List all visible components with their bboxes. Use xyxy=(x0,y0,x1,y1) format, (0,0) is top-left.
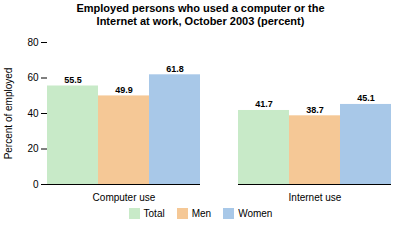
svg-text:38.7: 38.7 xyxy=(306,105,324,115)
svg-text:Internet use: Internet use xyxy=(289,192,342,203)
html-text:Women: Women xyxy=(238,208,273,220)
svg-text:Computer use: Computer use xyxy=(93,192,156,203)
svg-text:61.8: 61.8 xyxy=(166,64,184,74)
svg-text:40: 40 xyxy=(27,108,39,119)
svg-text:49.9: 49.9 xyxy=(115,85,133,95)
svg-text:45.1: 45.1 xyxy=(357,94,375,104)
svg-text:41.7: 41.7 xyxy=(255,100,273,110)
svg-text:60: 60 xyxy=(27,73,39,84)
svg-text:55.5: 55.5 xyxy=(64,75,82,85)
svg-text:80: 80 xyxy=(27,37,39,48)
svg-text:0: 0 xyxy=(33,179,39,190)
html-text:Employed persons who used a co: Employed persons who used a computer or … xyxy=(76,2,325,28)
html-text:Men: Men xyxy=(191,208,212,220)
svg-text:20: 20 xyxy=(27,144,39,155)
html-text:Total: Total xyxy=(143,208,165,220)
svg-text:Percent of employed: Percent of employed xyxy=(3,68,14,160)
